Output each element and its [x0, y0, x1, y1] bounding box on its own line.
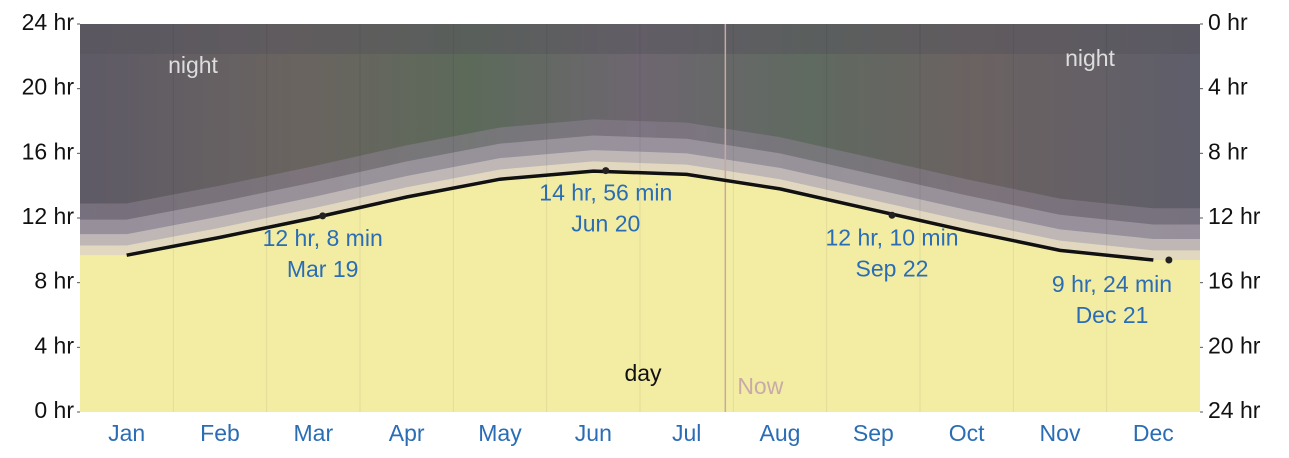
day-area	[80, 171, 1200, 412]
x-tick-label: Jun	[575, 420, 612, 446]
annotation-date: Jun 20	[571, 211, 640, 237]
night-label: night	[168, 52, 218, 78]
y-tick-label: 12 hr	[22, 203, 75, 229]
day-label: day	[624, 360, 662, 386]
now-label: Now	[737, 373, 783, 399]
x-tick-label: Oct	[949, 420, 985, 446]
x-tick-label: Aug	[760, 420, 801, 446]
annotation-label: 9 hr, 24 min	[1052, 271, 1172, 297]
y-tick-label: 8 hr	[34, 268, 74, 294]
night-top-band	[80, 24, 1200, 54]
y2-tick-label: 24 hr	[1208, 397, 1261, 423]
annotation-date: Dec 21	[1076, 302, 1149, 328]
x-tick-label: May	[478, 420, 522, 446]
annotation-point	[888, 211, 896, 219]
x-tick-label: Nov	[1040, 420, 1081, 446]
annotation-point	[319, 212, 327, 220]
annotation-point	[1165, 256, 1173, 264]
y2-tick-label: 12 hr	[1208, 203, 1261, 229]
x-tick-label: Jul	[672, 420, 701, 446]
annotation-label: 14 hr, 56 min	[539, 180, 672, 206]
y2-tick-label: 8 hr	[1208, 138, 1248, 164]
x-tick-label: Mar	[294, 420, 334, 446]
annotation-date: Mar 19	[287, 256, 359, 282]
annotation-date: Sep 22	[856, 255, 929, 281]
y-tick-label: 0 hr	[34, 397, 74, 423]
y-tick-label: 20 hr	[22, 74, 75, 100]
x-tick-label: Dec	[1133, 420, 1174, 446]
x-tick-label: Feb	[200, 420, 240, 446]
y-tick-label: 16 hr	[22, 138, 75, 164]
night-label: night	[1065, 45, 1115, 71]
y-tick-label: 24 hr	[22, 9, 75, 35]
y2-tick-label: 4 hr	[1208, 74, 1248, 100]
y2-tick-label: 16 hr	[1208, 268, 1261, 294]
y2-tick-label: 20 hr	[1208, 332, 1261, 358]
y2-tick-label: 0 hr	[1208, 9, 1248, 35]
x-tick-label: Apr	[389, 420, 425, 446]
annotation-label: 12 hr, 8 min	[263, 225, 383, 251]
y-tick-label: 4 hr	[34, 332, 74, 358]
annotation-point	[602, 167, 610, 175]
x-tick-label: Sep	[853, 420, 894, 446]
daylight-line	[126, 169, 1154, 262]
x-tick-label: Jan	[108, 420, 145, 446]
annotation-label: 12 hr, 10 min	[826, 224, 959, 250]
